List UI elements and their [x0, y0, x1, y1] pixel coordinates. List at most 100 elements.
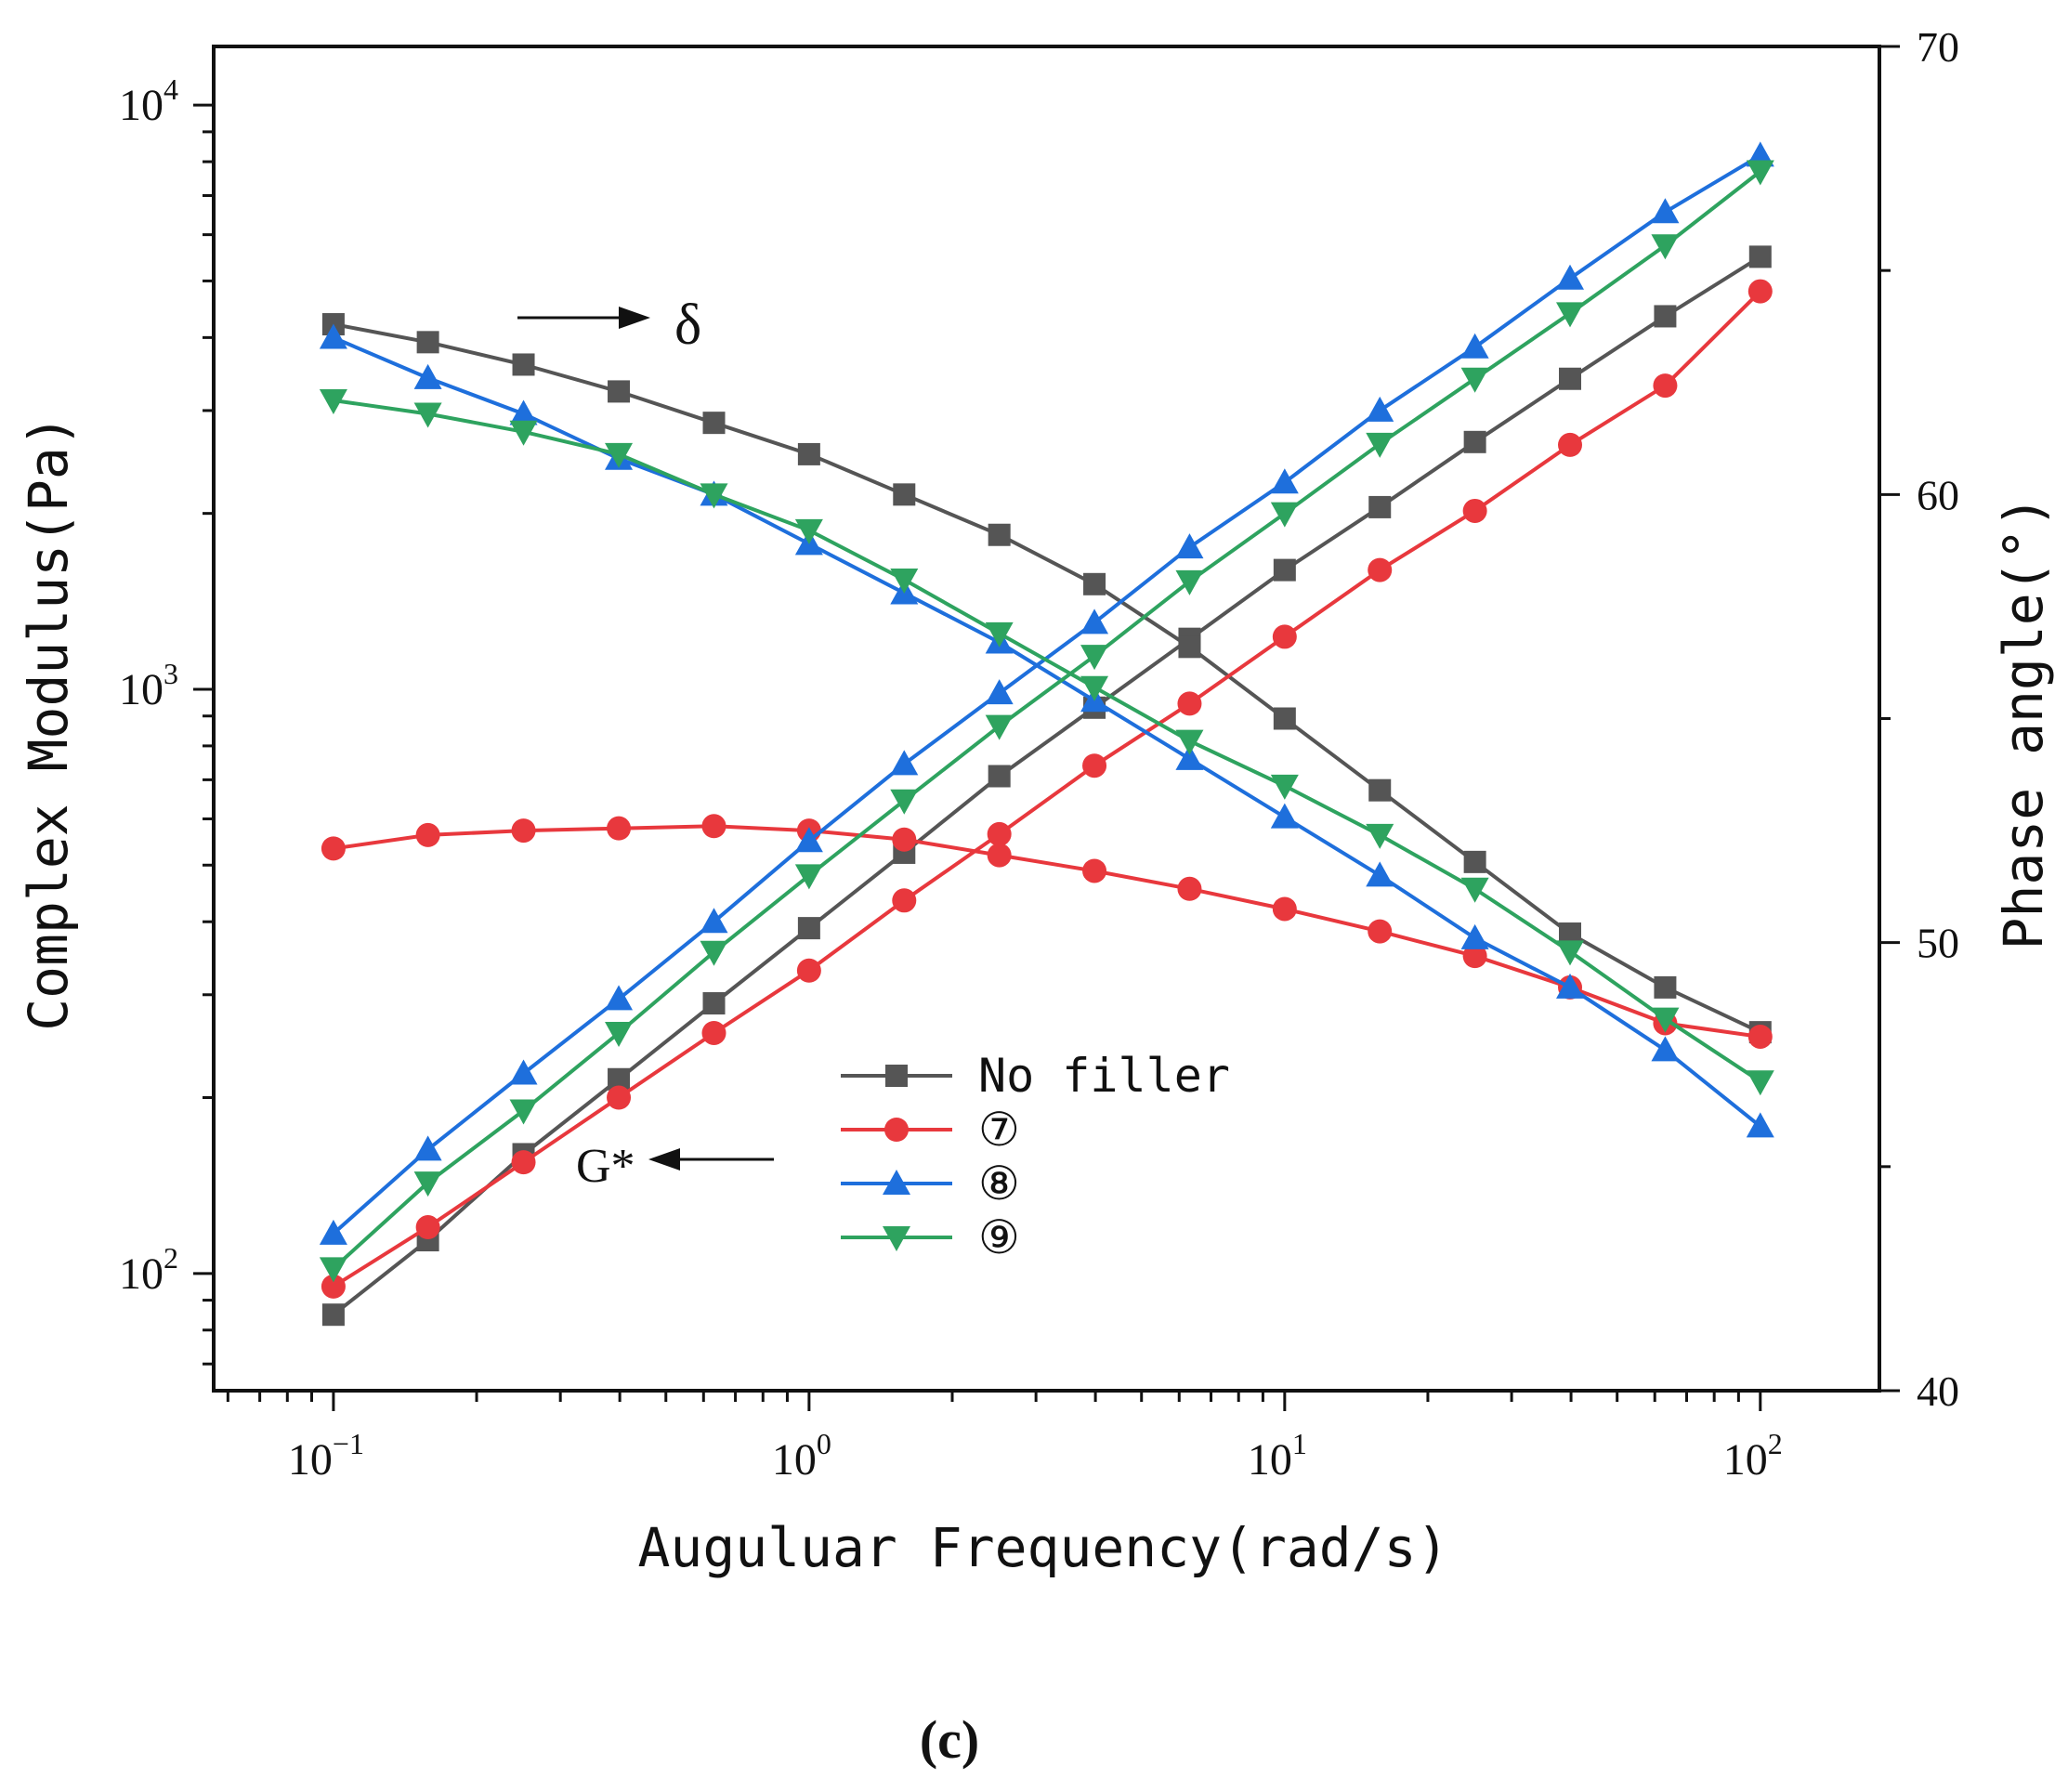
plot-border	[212, 45, 1881, 1393]
data-point	[701, 814, 726, 839]
data-point	[985, 621, 1014, 647]
data-point	[1366, 396, 1394, 422]
data-point	[1175, 729, 1204, 755]
delta-arrow-head	[619, 307, 650, 329]
phase-line	[333, 335, 1762, 1128]
data-point	[321, 836, 346, 861]
data-point	[511, 1150, 536, 1175]
series-4	[319, 160, 1774, 1283]
data-point	[1460, 367, 1489, 393]
data-point	[509, 399, 538, 425]
panel-label: (c)	[920, 1709, 979, 1770]
data-point	[892, 827, 917, 852]
data-point	[509, 1099, 538, 1125]
data-point	[607, 816, 632, 841]
data-point	[1748, 245, 1772, 268]
data-point	[1460, 877, 1489, 903]
x-tick-label: 100	[772, 1427, 831, 1485]
data-point	[605, 1021, 634, 1047]
data-point	[1272, 896, 1297, 922]
x-tick-label: 102	[1723, 1427, 1783, 1485]
data-point	[1366, 861, 1394, 887]
data-point	[884, 1118, 909, 1142]
data-point	[512, 353, 535, 376]
data-point	[607, 1085, 632, 1110]
data-point	[1556, 302, 1585, 328]
data-point	[321, 1274, 346, 1299]
data-point	[890, 750, 919, 776]
legend-item: ⑧	[841, 1157, 1020, 1210]
x-axis-title: Auguluar Frequency(rad/s)	[638, 1516, 1449, 1579]
data-point	[794, 827, 823, 853]
data-point	[700, 483, 728, 509]
data-point	[985, 714, 1014, 740]
series-2	[321, 279, 1773, 1299]
data-point	[1368, 919, 1393, 944]
annotations: δ G*	[517, 294, 774, 1193]
data-point	[794, 864, 823, 890]
gstar-annotation: G*	[576, 1140, 635, 1193]
y-left-tick-label: 104	[119, 72, 178, 130]
data-point	[413, 402, 442, 428]
data-point	[319, 323, 347, 349]
data-point	[1651, 234, 1680, 260]
data-point	[1082, 753, 1107, 778]
data-point	[1366, 432, 1394, 458]
x-tick-label: 10−1	[288, 1427, 364, 1485]
data-point	[885, 1065, 908, 1087]
data-point	[1747, 279, 1773, 304]
data-point	[702, 992, 726, 1015]
data-point	[509, 1059, 538, 1085]
data-point	[1463, 850, 1486, 873]
legend-label: No filler	[978, 1049, 1230, 1103]
data-point	[890, 568, 919, 594]
data-point	[794, 518, 823, 544]
y-axis-title-right: Phase angle(°)	[1992, 496, 2055, 950]
y-left-tick-label: 103	[119, 657, 178, 714]
data-point	[701, 1020, 726, 1045]
data-point	[985, 679, 1014, 705]
legend-item: ⑨	[841, 1210, 1020, 1264]
data-point	[797, 917, 820, 940]
y-right-tick-label: 50	[1917, 920, 1959, 967]
data-point	[413, 1171, 442, 1197]
series-3	[319, 141, 1774, 1245]
data-point	[511, 818, 536, 844]
data-point	[1368, 495, 1392, 518]
data-point	[1460, 333, 1489, 359]
phase-line	[333, 322, 1761, 1034]
data-point	[1747, 1024, 1773, 1049]
data-point	[413, 363, 442, 389]
data-point	[893, 483, 916, 506]
modulus-line	[332, 153, 1761, 1236]
data-point	[1083, 572, 1106, 595]
delta-annotation: δ	[674, 294, 701, 357]
phase-line	[333, 399, 1761, 1083]
data-point	[1462, 944, 1487, 969]
data-point	[1272, 624, 1297, 649]
data-point	[321, 1303, 345, 1327]
data-point	[883, 1170, 910, 1195]
data-point	[1270, 502, 1299, 528]
data-point	[1654, 975, 1677, 999]
data-point	[988, 765, 1011, 788]
data-point	[1177, 876, 1202, 901]
data-point	[892, 888, 917, 913]
data-point	[1653, 373, 1678, 399]
series-1	[321, 245, 1772, 1327]
data-point	[1746, 1112, 1774, 1138]
data-point	[1366, 823, 1394, 849]
data-point	[1556, 973, 1585, 999]
data-point	[415, 822, 440, 847]
data-point	[1270, 774, 1299, 800]
data-point	[1746, 1070, 1774, 1096]
data-point	[1556, 264, 1585, 290]
legend-item: ⑦	[841, 1103, 1020, 1157]
data-point	[1080, 608, 1109, 634]
data-point	[1273, 707, 1296, 730]
y-left-tick-label: 102	[119, 1241, 178, 1299]
data-point	[1651, 1007, 1680, 1033]
data-point	[1746, 160, 1774, 186]
y-axis-title-left: Complex Modulus(Pa)	[17, 414, 80, 1030]
